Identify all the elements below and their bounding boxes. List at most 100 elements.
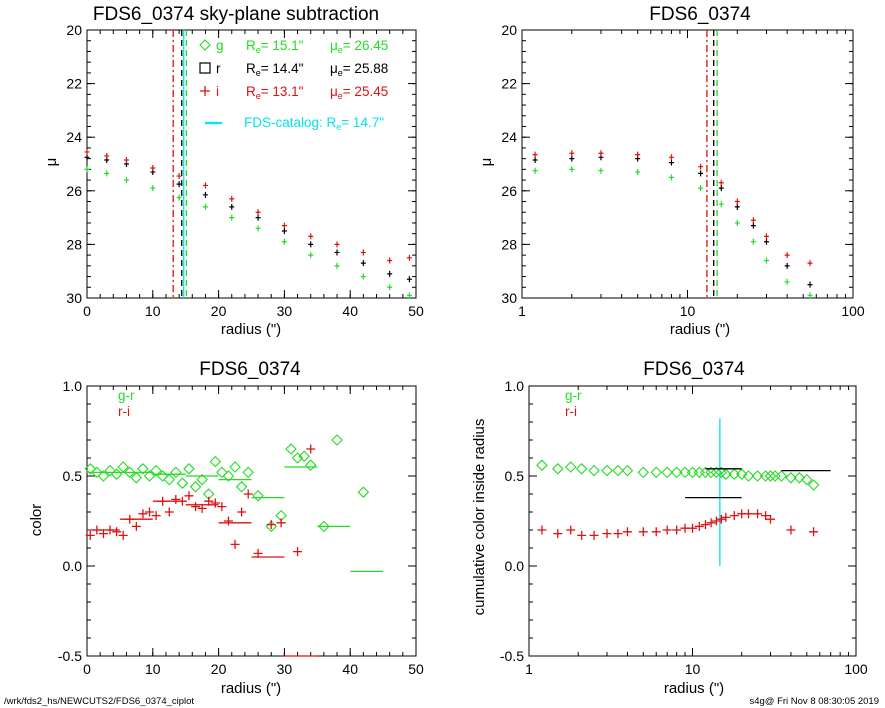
data-point (705, 466, 717, 479)
plot-area: 1 10 100 20 22 24 26 28 30 (501, 22, 864, 319)
data-point (230, 539, 240, 549)
data-point (202, 203, 208, 210)
footer-timestamp: s4g@ Fri Nov 8 08:30:05 2019 (749, 696, 879, 707)
data-point (688, 523, 697, 533)
data-point (784, 278, 790, 285)
data-point (764, 470, 777, 482)
data-point (589, 530, 599, 540)
data-point (406, 292, 412, 299)
data-point (217, 502, 227, 512)
data-point (598, 150, 604, 157)
data-point (793, 472, 806, 484)
data-point (334, 241, 340, 248)
data-point (387, 270, 393, 277)
data-point (588, 464, 600, 477)
data-point (729, 511, 739, 521)
data-point (532, 156, 538, 163)
data-point (145, 507, 155, 517)
data-point (698, 163, 704, 170)
data-point (566, 525, 576, 535)
x-tick-label: 1 (518, 303, 526, 319)
x-tick-label: 30 (277, 661, 293, 677)
x-tick-label: 30 (277, 303, 293, 319)
data-point (118, 530, 128, 540)
data-point (668, 159, 674, 166)
data-point (734, 198, 740, 205)
data-point (229, 214, 235, 221)
y-tick-label: 20 (501, 22, 517, 38)
data-point (775, 470, 788, 482)
x-tick-label: 50 (408, 303, 424, 319)
y-tick-label: 20 (66, 22, 82, 38)
data-point (151, 511, 161, 521)
data-point (202, 182, 208, 189)
data-point (266, 520, 276, 530)
data-point (786, 525, 796, 535)
data-point (150, 165, 156, 172)
data-point (763, 257, 769, 264)
y-tick-label: 0.0 (63, 558, 83, 574)
legend-entry: r-i (118, 404, 130, 419)
data-point (763, 233, 769, 240)
legend-mue: μe= 25.88 (330, 61, 388, 78)
data-point (635, 169, 641, 176)
data-point (751, 470, 764, 482)
data-point (84, 166, 90, 173)
data-point (229, 195, 235, 202)
data-point (84, 154, 90, 161)
data-point (308, 241, 314, 248)
legend-entry: g-r (118, 388, 135, 403)
data-point (807, 281, 813, 288)
x-tick-label: 20 (211, 303, 227, 319)
data-point (784, 252, 790, 259)
data-point (285, 443, 297, 455)
legend-mue: μe= 25.45 (330, 84, 388, 101)
data-point (807, 260, 813, 267)
data-point (281, 238, 287, 245)
y-tick-label: 24 (66, 129, 82, 145)
y-tick-label: 30 (501, 290, 517, 306)
data-point (308, 233, 314, 240)
data-point (784, 262, 790, 269)
plot-area: 1 10 100 -0.5 0.0 0.5 1.0 (500, 378, 868, 677)
y-axis-label: μ (43, 158, 60, 167)
data-point (318, 520, 330, 533)
data-point (308, 252, 314, 259)
data-point (753, 509, 763, 519)
data-point (569, 155, 575, 162)
legend-marker (199, 39, 211, 51)
data-point (123, 177, 129, 184)
data-point (552, 463, 564, 475)
y-tick-label: 1.0 (63, 378, 83, 394)
data-point (170, 466, 182, 479)
data-point (360, 273, 366, 280)
data-point (718, 179, 724, 186)
data-point (176, 477, 189, 489)
x-tick-label: 100 (844, 661, 868, 677)
data-point (191, 502, 201, 512)
data-point (357, 486, 370, 498)
data-point (237, 507, 247, 517)
data-point (785, 472, 797, 484)
data-point (130, 472, 143, 484)
y-tick-label: 26 (66, 183, 82, 199)
data-point (131, 521, 141, 531)
data-point (104, 464, 116, 477)
y-tick-label: 28 (501, 236, 517, 252)
x-tick-label: 10 (680, 303, 696, 319)
data-point (621, 464, 634, 477)
data-point (229, 203, 235, 210)
data-point (537, 525, 547, 535)
data-point (150, 464, 162, 477)
data-point (104, 170, 110, 177)
data-point (801, 473, 813, 486)
data-point (235, 481, 248, 493)
data-point (84, 463, 97, 475)
data-point (635, 151, 641, 158)
y-tick-label: 0.5 (63, 468, 83, 484)
data-point (229, 461, 241, 473)
data-point (686, 466, 699, 479)
data-point (761, 511, 771, 521)
data-point (759, 470, 772, 482)
x-tick-label: 40 (342, 303, 358, 319)
